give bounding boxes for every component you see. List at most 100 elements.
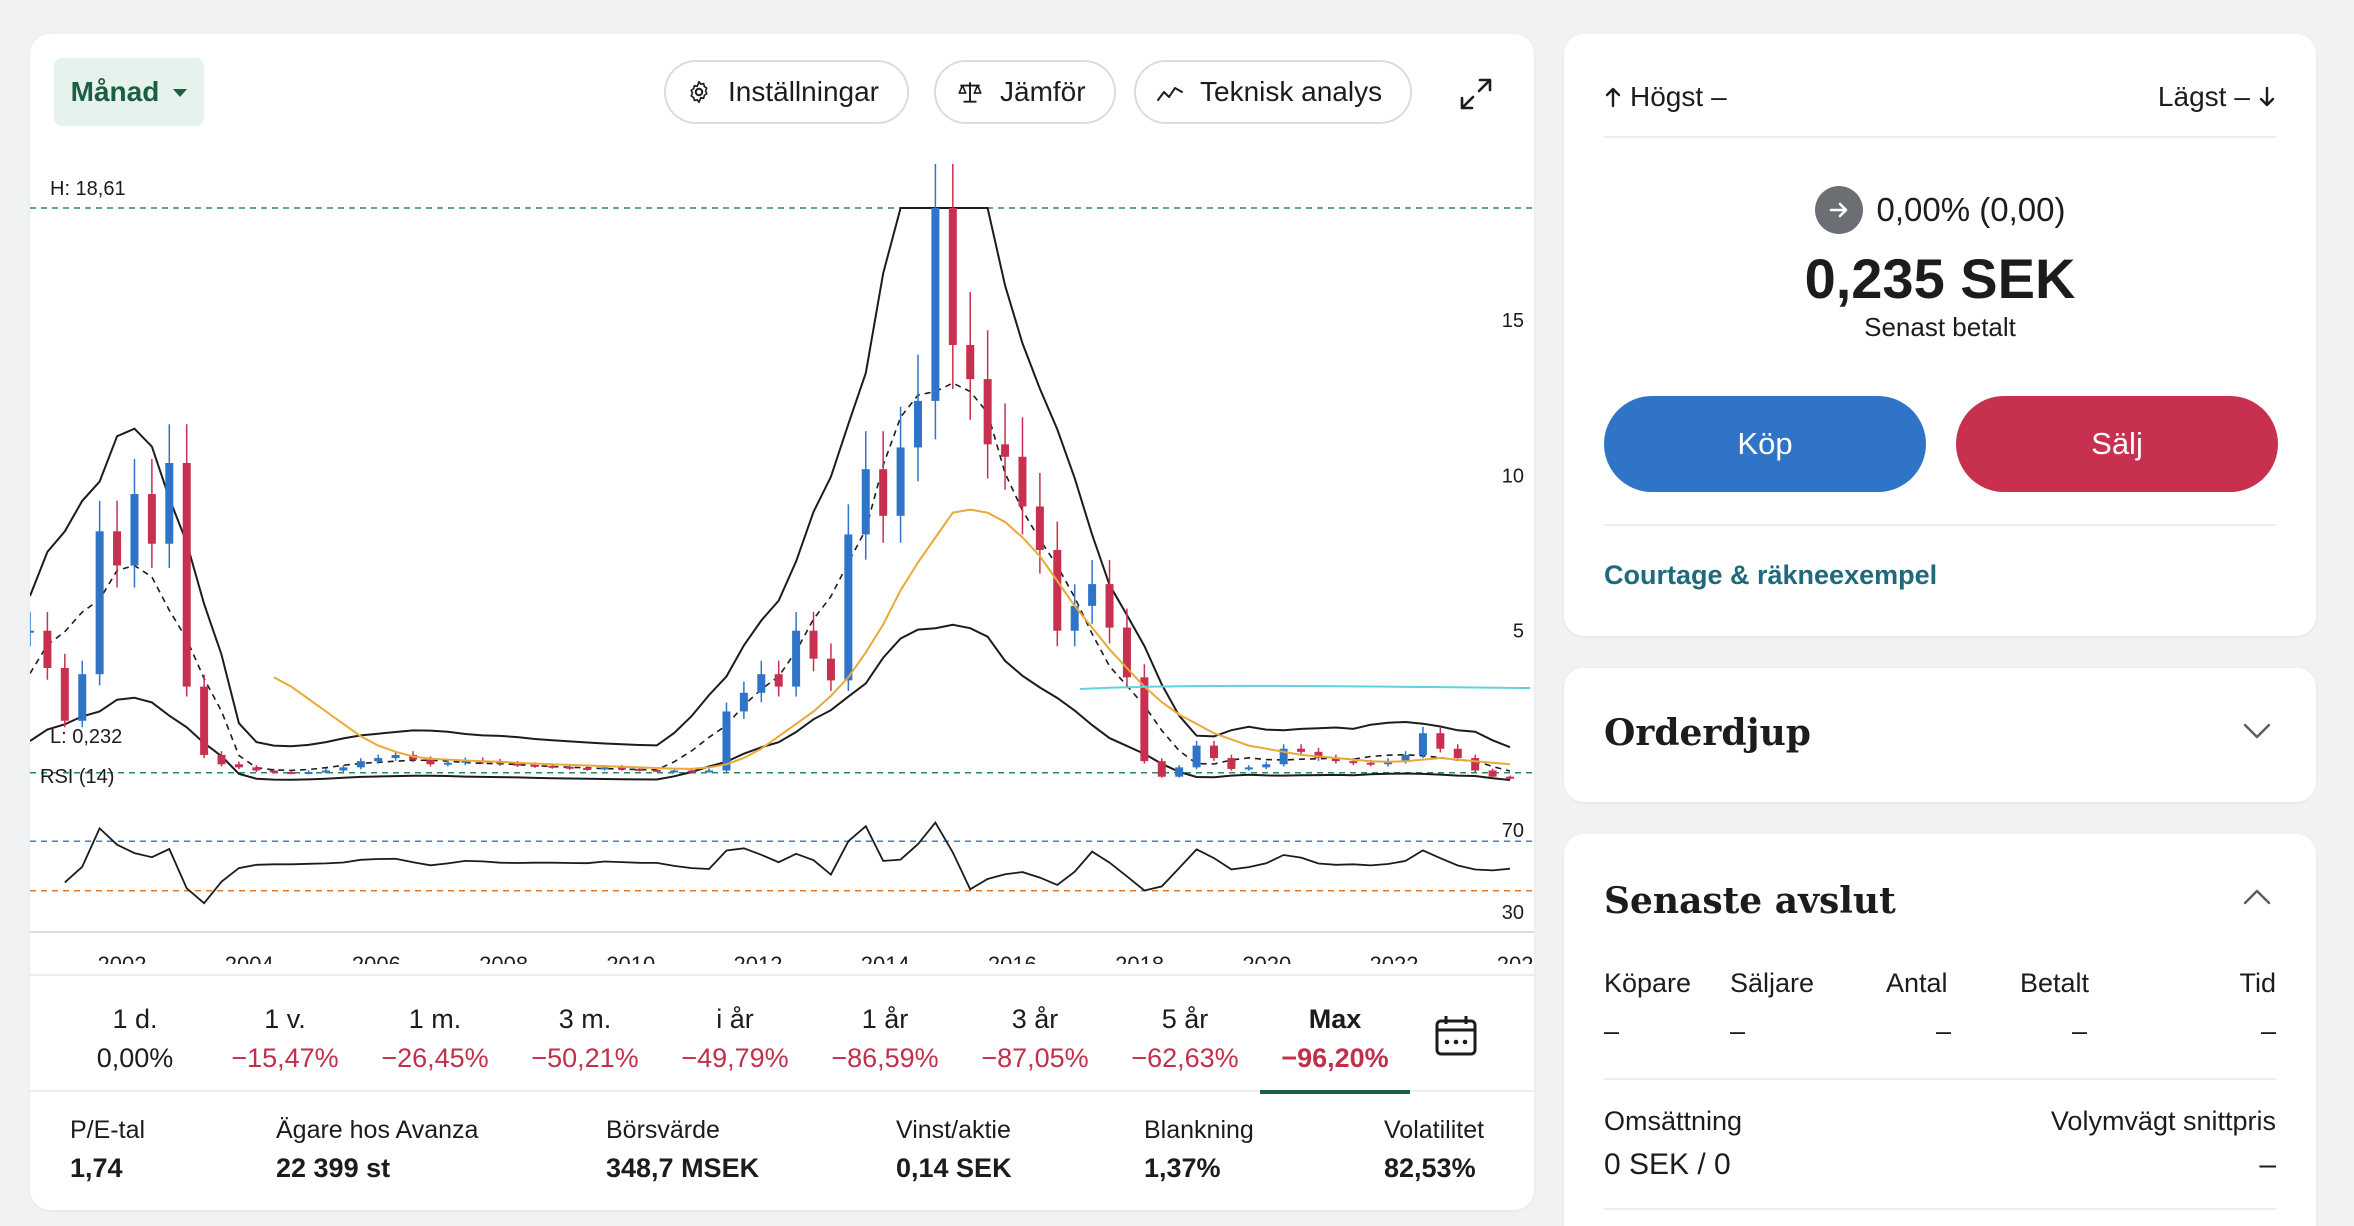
last-price: 0,235 SEK (1804, 247, 2076, 310)
bollinger-lower-line (30, 623, 1511, 781)
candle-body (426, 759, 435, 765)
tab-label: 3 år (1011, 1004, 1059, 1034)
x-tick-label: 2008 (479, 952, 528, 964)
candle-body (1210, 745, 1218, 759)
tab-label: 1 m. (408, 1004, 462, 1034)
tab-7[interactable]: 5 år −62,63% (1110, 976, 1260, 1092)
calendar-icon[interactable] (1434, 1014, 1478, 1058)
candle-body (530, 764, 539, 767)
candle-body (1401, 754, 1410, 762)
stat-0: P/E-tal 1,74 (70, 1116, 145, 1184)
candle-body (1471, 758, 1480, 771)
tab-4[interactable]: i år −49,79% (660, 976, 810, 1092)
candle-body (30, 630, 34, 633)
x-tick-label: 2012 (734, 952, 783, 964)
candle-body (43, 630, 52, 668)
stat-label: Ägare hos Avanza (276, 1116, 479, 1144)
candle-body (1262, 764, 1271, 768)
candle-body (356, 761, 365, 768)
change-row: 0,00% (0,00) (1564, 186, 2316, 234)
period-dropdown[interactable]: Månad (54, 58, 204, 126)
candle-body (1105, 584, 1114, 628)
rsi-label: RSI (14) (40, 766, 115, 788)
candle-body (1018, 456, 1027, 507)
buy-button[interactable]: Köp (1604, 396, 1926, 492)
col-price: Betalt (2020, 968, 2090, 998)
stat-1: Ägare hos Avanza 22 399 st (276, 1116, 478, 1184)
candle-body (304, 772, 313, 775)
bollinger-upper-line (30, 207, 1511, 749)
quote-card: Högst – Lägst – 0,00% (0,00) 0,235 SEK S… (1564, 34, 2316, 636)
stat-label: Blankning (1144, 1116, 1254, 1144)
cell-price: – (2072, 1016, 2088, 1046)
candle-body (600, 767, 609, 770)
vwap-value: – (2259, 1148, 2276, 1181)
period-label: Månad (70, 76, 160, 107)
candle-body (1297, 748, 1306, 752)
tab-change: −87,05% (981, 1043, 1089, 1073)
candle-body (60, 667, 69, 721)
candle-body (1035, 506, 1044, 550)
scale-icon (958, 82, 982, 103)
stat-label: Vinst/aktie (896, 1116, 1011, 1144)
arrow-right-icon (1814, 186, 1863, 234)
candle-body (861, 469, 870, 535)
x-tick-label: 2024 (1497, 952, 1534, 964)
candle-body (513, 763, 522, 766)
candle-body (966, 344, 975, 380)
candle-body (809, 630, 818, 659)
candle-body (1349, 761, 1358, 764)
high-label: H: 18,61 (50, 178, 126, 200)
candle-body (1175, 767, 1184, 777)
candle-body (826, 658, 835, 681)
stat-label: Volatilitet (1384, 1116, 1485, 1144)
candle-body (391, 754, 400, 759)
candle-body (1192, 745, 1201, 768)
tab-5[interactable]: 1 år −86,59% (810, 976, 960, 1092)
compare-button[interactable]: Jämför (934, 60, 1116, 124)
candle-body (234, 764, 243, 768)
x-tick-label: 2010 (606, 952, 655, 964)
sell-button[interactable]: Sälj (1956, 396, 2278, 492)
courtage-link[interactable]: Courtage & räkneexempel (1604, 560, 1938, 590)
candle-body (652, 769, 661, 772)
col-time: Tid (2239, 968, 2276, 998)
bollinger-middle-line (30, 382, 1511, 772)
divider (1604, 524, 2276, 526)
candle-body (1488, 770, 1497, 777)
x-tick-label: 2004 (225, 952, 274, 964)
trades-card: Senaste avslut Köpare Säljare Antal Beta… (1564, 834, 2316, 1226)
col-seller: Säljare (1730, 968, 1815, 998)
tab-0[interactable]: 1 d. 0,00% (60, 976, 210, 1092)
candle-body (687, 770, 696, 773)
expand-icon[interactable] (1456, 74, 1496, 114)
last-price-label: Senast betalt (1864, 312, 2016, 342)
candle-body (757, 674, 766, 693)
caret-down-icon (173, 89, 188, 97)
candle-body (1279, 748, 1288, 765)
tab-label: 1 år (861, 1004, 909, 1034)
moving-average-line (273, 508, 1511, 770)
tab-2[interactable]: 1 m. −26,45% (360, 976, 510, 1092)
tab-8[interactable]: Max −96,20% (1260, 976, 1410, 1094)
orderbook-card[interactable]: Orderdjup (1564, 668, 2316, 802)
chevron-down-icon[interactable] (2242, 722, 2272, 740)
vwap-label: Volymvägt snittpris (2050, 1106, 2276, 1136)
settings-button[interactable]: Inställningar (664, 60, 909, 124)
candle-body (1418, 733, 1427, 755)
rsi-line (64, 821, 1511, 905)
candle-body (1088, 584, 1097, 606)
chevron-up-icon[interactable] (2242, 888, 2272, 906)
stat-value: 348,7 MSEK (606, 1153, 760, 1183)
tab-1[interactable]: 1 v. −15,47% (210, 976, 360, 1092)
tab-3[interactable]: 3 m. −50,21% (510, 976, 660, 1092)
price-chart[interactable]: 15 10 5 70 30 2002 2004 2006 2008 2010 2012 2014 201… (30, 164, 1534, 964)
candle-body (130, 494, 139, 566)
high-label: Högst (1630, 81, 1704, 112)
cell-buyer: – (1604, 1016, 1620, 1046)
candle-body (844, 534, 853, 681)
key-stats: P/E-tal 1,74 Ägare hos Avanza 22 399 st Börs… (30, 1104, 1534, 1194)
technical-analysis-button[interactable]: Teknisk analys (1134, 60, 1413, 124)
stat-4: Blankning 1,37% (1144, 1116, 1254, 1184)
tab-6[interactable]: 3 år −87,05% (960, 976, 1110, 1092)
